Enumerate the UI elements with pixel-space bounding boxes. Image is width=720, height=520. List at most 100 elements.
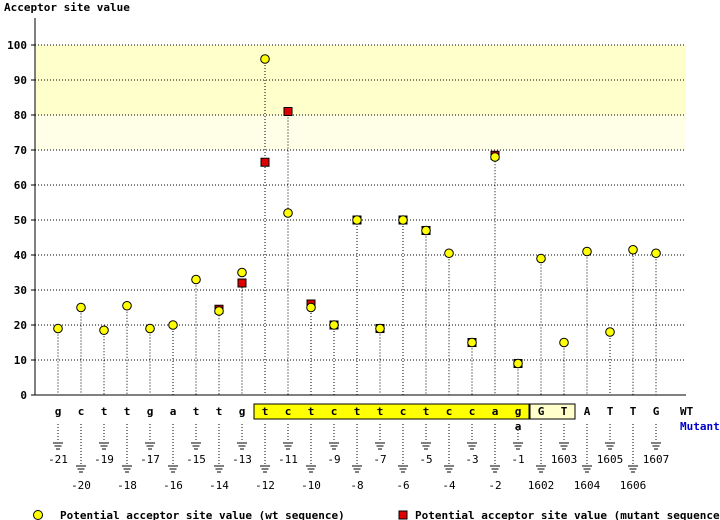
position-label--11: -11 — [278, 453, 298, 466]
wt-point--4 — [444, 248, 454, 259]
wt-point--5 — [421, 225, 431, 236]
ytick-label-80: 80 — [14, 109, 27, 122]
wt-base--20: c — [78, 405, 85, 418]
position-label--12: -12 — [255, 479, 275, 492]
wt-point--20 — [76, 302, 86, 313]
wt-base--4: c — [446, 405, 453, 418]
position-label--15: -15 — [186, 453, 206, 466]
ytick-label-70: 70 — [14, 144, 27, 157]
wt-point--15 — [191, 274, 201, 285]
position-label--4: -4 — [442, 479, 456, 492]
wt-base--7: t — [377, 405, 384, 418]
legend-mutant-marker — [398, 510, 408, 520]
wt-point--11 — [283, 208, 293, 218]
wt-point-1606 — [628, 244, 638, 255]
wt-point--2 — [490, 152, 500, 162]
y-tick-labels: 0 10 20 30 40 50 60 70 80 90 100 — [7, 39, 27, 402]
position-label--13: -13 — [232, 453, 252, 466]
wt-point--3 — [467, 337, 477, 348]
wt-base--10: t — [308, 405, 315, 418]
wt-base--15: t — [193, 405, 200, 418]
wt-base-1604: A — [584, 405, 591, 418]
position-label--5: -5 — [419, 453, 432, 466]
wt-base--1: g — [515, 405, 522, 418]
wt-base--3: c — [469, 405, 476, 418]
base-letters: g c t t g a t t g t c t c t t c t c c a g G T A T T Ga — [55, 405, 660, 433]
wt-base-1602: G — [538, 405, 545, 418]
row-label-wt: WT — [680, 405, 694, 418]
wt-base--14: t — [216, 405, 223, 418]
wt-base--2: a — [492, 405, 499, 418]
wt-base--21: g — [55, 405, 62, 418]
ytick-label-0: 0 — [20, 389, 27, 402]
wt-base-1606: T — [630, 405, 637, 418]
position-label--9: -9 — [327, 453, 340, 466]
wt-point-1604 — [582, 246, 592, 257]
wt-point-1605 — [605, 327, 615, 337]
position-label-1606: 1606 — [620, 479, 647, 492]
position-label--6: -6 — [396, 479, 409, 492]
position-label--19: -19 — [94, 453, 114, 466]
wt-base-1603: T — [561, 405, 568, 418]
position-label--21: -21 — [48, 453, 68, 466]
band-lower — [35, 115, 686, 150]
wt-point--1 — [513, 358, 523, 369]
wt-point-1603 — [559, 337, 569, 348]
band-upper — [35, 45, 686, 115]
ytick-label-20: 20 — [14, 319, 27, 332]
position-label--3: -3 — [465, 453, 478, 466]
wt-point--7 — [375, 323, 385, 334]
highlight-band — [35, 45, 686, 150]
wt-point--13 — [237, 267, 247, 278]
position-label-1607: 1607 — [643, 453, 670, 466]
ytick-label-90: 90 — [14, 74, 27, 87]
position-label--2: -2 — [488, 479, 501, 492]
position-label--7: -7 — [373, 453, 386, 466]
position-label--10: -10 — [301, 479, 321, 492]
ytick-label-10: 10 — [14, 354, 27, 367]
legend-wt-marker — [33, 510, 43, 520]
wt-point--18 — [122, 300, 132, 311]
wt-point--6 — [398, 215, 408, 225]
position-label--14: -14 — [209, 479, 229, 492]
wt-base--16: a — [170, 405, 177, 418]
wt-base--9: c — [331, 405, 338, 418]
wt-base--19: t — [101, 405, 108, 418]
wt-point-1602 — [536, 253, 546, 264]
mutant-point--13 — [237, 278, 247, 288]
wt-base--17: g — [147, 405, 154, 418]
position-label--18: -18 — [117, 479, 137, 492]
wt-point--14 — [214, 306, 224, 316]
mutant-point--11 — [283, 107, 293, 116]
wt-point--17 — [145, 323, 155, 334]
position-label--8: -8 — [350, 479, 363, 492]
wt-point--21 — [53, 323, 63, 334]
wt-point--12 — [260, 54, 270, 64]
wt-point--19 — [99, 325, 109, 336]
position-label-1602: 1602 — [528, 479, 555, 492]
stems — [57, 59, 657, 395]
position-label--1: -1 — [511, 453, 524, 466]
legend-wt-label: Potential acceptor site value (wt sequen… — [60, 509, 345, 520]
y-axis-title: Acceptor site value — [4, 1, 130, 14]
exon-box — [529, 403, 576, 420]
wt-point--9 — [329, 320, 339, 330]
ytick-label-30: 30 — [14, 284, 27, 297]
wt-base--18: t — [124, 405, 131, 418]
wt-point--8 — [352, 215, 362, 225]
wt-base--11: c — [285, 405, 292, 418]
data-markers — [53, 54, 661, 369]
wt-point--16 — [168, 320, 178, 330]
ytick-label-60: 60 — [14, 179, 27, 192]
position-label-1603: 1603 — [551, 453, 578, 466]
position-label--20: -20 — [71, 479, 91, 492]
wt-base--12: t — [262, 405, 269, 418]
position-label-1605: 1605 — [597, 453, 624, 466]
axes — [31, 18, 686, 396]
ytick-label-50: 50 — [14, 214, 27, 227]
mutant-base--1: a — [515, 420, 522, 433]
wt-base-1607: G — [653, 405, 660, 418]
legend: Potential acceptor site value (wt sequen… — [33, 509, 720, 520]
row-label-mutant: Mutant — [680, 420, 720, 433]
